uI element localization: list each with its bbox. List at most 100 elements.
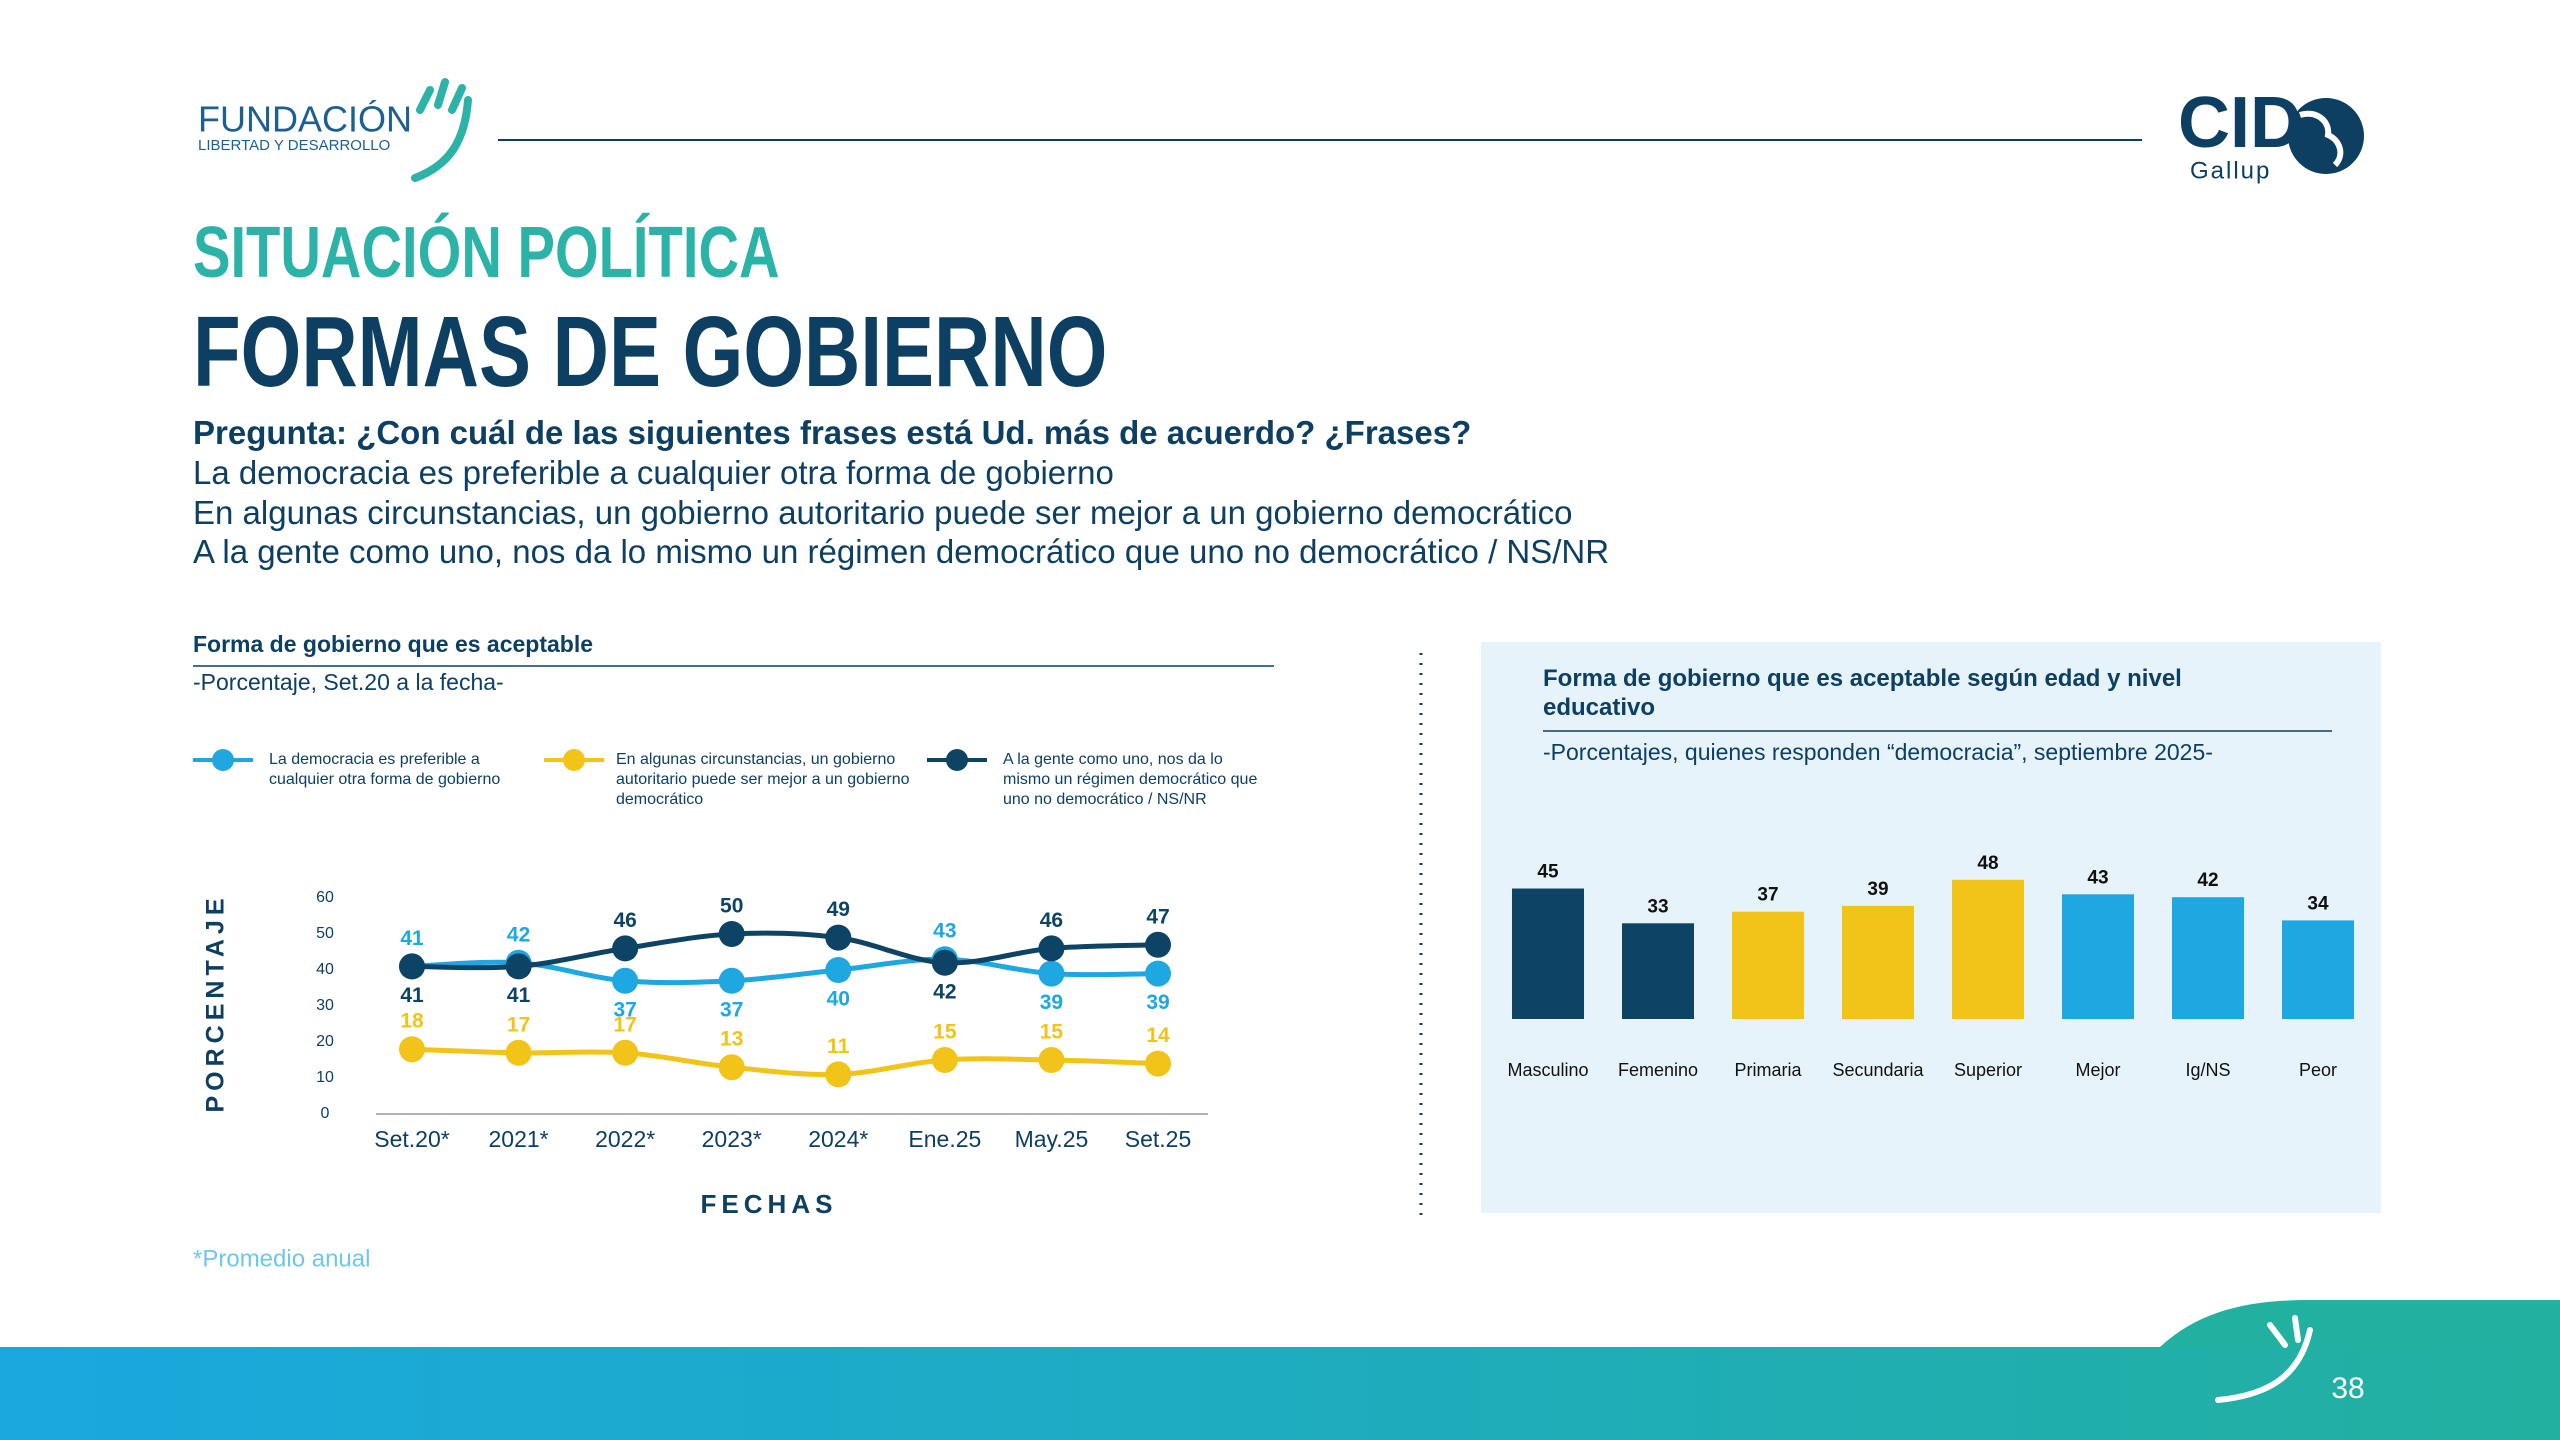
- legend-marker: [563, 749, 585, 771]
- legend-label: A la gente como uno, nos da lo mismo un …: [1003, 751, 1258, 808]
- data-label: 33: [1647, 896, 1668, 917]
- data-point: [505, 1039, 532, 1066]
- data-point: [1145, 931, 1171, 958]
- data-point: [718, 967, 745, 994]
- data-label: 42: [933, 980, 956, 1003]
- legend-label: La democracia es preferible a cualquier …: [269, 751, 501, 788]
- logo-right-tagline: Gallup: [2190, 157, 2271, 184]
- page-title: FORMAS DE GOBIERNO: [193, 296, 1108, 408]
- x-tick-label: Primaria: [1734, 1060, 1802, 1080]
- data-label: 11: [827, 1035, 850, 1058]
- data-point: [1145, 1050, 1171, 1077]
- legend-label: En algunas circunstancias, un gobierno a…: [616, 751, 910, 808]
- x-tick-label: Mejor: [2075, 1060, 2120, 1080]
- data-label: 15: [933, 1021, 957, 1044]
- bar: [1952, 879, 2024, 1019]
- data-point: [612, 935, 639, 962]
- data-label: 17: [507, 1013, 530, 1036]
- line-chart-title: Forma de gobierno que es aceptable: [193, 631, 593, 657]
- data-label: 42: [2197, 870, 2218, 891]
- y-tick-label: 40: [316, 961, 334, 978]
- data-label: 15: [1040, 1021, 1064, 1044]
- x-tick-label: Set.25: [1125, 1126, 1192, 1152]
- question-option: A la gente como uno, nos da lo mismo un …: [193, 533, 1610, 570]
- x-tick-label: Superior: [1954, 1060, 2022, 1080]
- data-label: 43: [2087, 867, 2108, 888]
- legend-marker: [212, 749, 234, 771]
- x-tick-label: Peor: [2299, 1060, 2337, 1080]
- data-label: 17: [613, 1013, 636, 1036]
- data-label: 37: [720, 998, 743, 1021]
- data-label: 41: [400, 984, 424, 1007]
- logo-right-name: CID: [2178, 83, 2302, 163]
- footer-band: [0, 1347, 2560, 1440]
- y-tick-label: 50: [316, 925, 334, 942]
- data-label: 34: [2307, 893, 2329, 914]
- x-tick-label: Secundaria: [1832, 1060, 1924, 1080]
- data-label: 45: [1537, 862, 1559, 883]
- bar: [1842, 905, 1914, 1019]
- y-axis-label: PORCENTAJE: [202, 893, 230, 1112]
- data-label: 50: [720, 895, 743, 918]
- data-label: 48: [1977, 853, 1998, 874]
- y-tick-label: 60: [316, 889, 334, 906]
- x-tick-label: Femenino: [1618, 1060, 1698, 1080]
- data-point: [931, 949, 958, 976]
- x-tick-label: Ig/NS: [2185, 1060, 2230, 1080]
- question-option: La democracia es preferible a cualquier …: [193, 454, 1114, 491]
- bar: [1512, 888, 1584, 1019]
- data-label: 49: [827, 898, 850, 921]
- logo-globe-land: [2299, 110, 2344, 168]
- bar-chart-subtitle: -Porcentajes, quienes responden “democra…: [1543, 739, 2213, 765]
- footer-wave: [2160, 1300, 2560, 1347]
- data-point: [399, 953, 425, 980]
- y-tick-label: 30: [316, 997, 334, 1014]
- logo-left-name: FUNDACIÓN: [198, 99, 412, 140]
- data-point: [1145, 960, 1171, 987]
- y-tick-label: 0: [321, 1105, 330, 1122]
- bar: [2282, 920, 2354, 1019]
- data-label: 18: [400, 1010, 424, 1033]
- x-tick-label: 2022*: [595, 1126, 655, 1152]
- x-tick-label: 2024*: [808, 1126, 868, 1152]
- x-tick-label: Ene.25: [908, 1126, 981, 1152]
- data-point: [1038, 1047, 1065, 1073]
- bar-chart-title: Forma de gobierno que es aceptable según…: [1543, 665, 2182, 721]
- question-label: Pregunta: ¿Con cuál de las siguientes fr…: [193, 414, 1472, 451]
- x-tick-label: Masculino: [1507, 1060, 1588, 1080]
- data-point: [399, 1036, 425, 1063]
- footnote: *Promedio anual: [193, 1245, 370, 1272]
- data-label: 37: [613, 998, 636, 1021]
- data-label: 47: [1146, 905, 1169, 928]
- data-point: [718, 1054, 745, 1081]
- bar: [1732, 911, 1804, 1019]
- data-point: [1038, 935, 1065, 962]
- page-number: 38: [2331, 1372, 2364, 1405]
- data-point: [612, 1039, 639, 1066]
- data-point: [825, 924, 852, 951]
- data-label: 43: [933, 920, 956, 943]
- legend-marker: [946, 749, 968, 771]
- x-tick-label: 2023*: [702, 1126, 762, 1152]
- data-label: 40: [827, 988, 850, 1011]
- line-chart-subtitle: -Porcentaje, Set.20 a la fecha-: [193, 669, 504, 695]
- question-option: En algunas circunstancias, un gobierno a…: [193, 494, 1573, 531]
- y-tick-label: 10: [316, 1069, 334, 1086]
- logo-hand: [411, 78, 472, 182]
- data-label: 41: [400, 927, 424, 950]
- data-label: 39: [1040, 991, 1063, 1014]
- data-label: 37: [1757, 885, 1778, 906]
- data-label: 13: [720, 1028, 743, 1051]
- data-label: 46: [613, 909, 636, 932]
- data-point: [718, 921, 745, 947]
- data-point: [825, 1061, 852, 1088]
- bar: [1622, 923, 1694, 1019]
- x-tick-label: 2021*: [489, 1126, 549, 1152]
- data-point: [505, 953, 532, 980]
- data-label: 14: [1146, 1024, 1170, 1047]
- x-tick-label: Set.20*: [374, 1126, 449, 1152]
- section-title: SITUACIÓN POLÍTICA: [193, 213, 780, 293]
- data-point: [1038, 960, 1065, 987]
- data-label: 39: [1146, 991, 1169, 1014]
